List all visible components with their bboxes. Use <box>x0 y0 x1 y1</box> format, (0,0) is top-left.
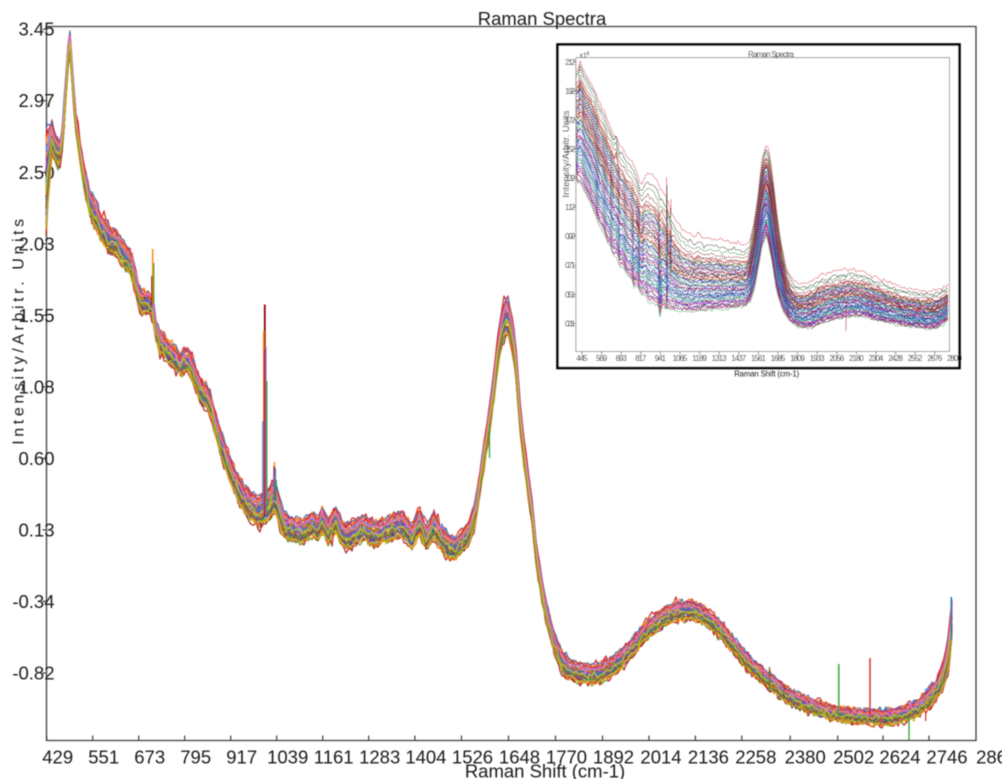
svg-text:2428: 2428 <box>888 354 903 363</box>
svg-text:0.60: 0.60 <box>18 448 54 469</box>
svg-text:2868: 2868 <box>976 747 1002 768</box>
svg-text:817: 817 <box>635 354 646 363</box>
svg-text:1809: 1809 <box>790 354 805 363</box>
svg-text:2056: 2056 <box>829 354 844 363</box>
svg-text:2180: 2180 <box>849 354 864 363</box>
svg-text:2676: 2676 <box>927 354 942 363</box>
svg-text:1189: 1189 <box>692 354 707 363</box>
svg-text:1.32: 1.32 <box>565 174 575 183</box>
svg-text:Raman Shift (cm-1): Raman Shift (cm-1) <box>465 761 625 780</box>
svg-text:0.13: 0.13 <box>18 519 54 540</box>
svg-text:Intensity/Arbitr. Units: Intensity/Arbitr. Units <box>11 215 28 445</box>
svg-text:2.12: 2.12 <box>565 58 575 67</box>
svg-text:1161: 1161 <box>314 747 354 768</box>
svg-text:1.52: 1.52 <box>565 145 575 154</box>
svg-text:2800: 2800 <box>947 354 962 363</box>
svg-text:2.50: 2.50 <box>18 162 54 183</box>
svg-text:1770: 1770 <box>546 747 587 768</box>
svg-text:1437: 1437 <box>731 354 746 363</box>
svg-text:Intensity/Arbitr. Units: Intensity/Arbitr. Units <box>561 110 572 197</box>
svg-text:2.03: 2.03 <box>18 233 54 254</box>
svg-text:2624: 2624 <box>879 747 920 768</box>
svg-text:1.12: 1.12 <box>565 203 575 212</box>
svg-text:1526: 1526 <box>452 747 493 768</box>
svg-text:2.97: 2.97 <box>18 90 54 111</box>
svg-text:1933: 1933 <box>810 354 825 363</box>
svg-text:673: 673 <box>134 747 165 768</box>
svg-text:1.08: 1.08 <box>18 376 54 397</box>
svg-text:2552: 2552 <box>908 354 923 363</box>
svg-text:0.31: 0.31 <box>565 319 575 328</box>
svg-text:1685: 1685 <box>771 354 786 363</box>
svg-text:-0.34: -0.34 <box>12 591 54 612</box>
svg-text:Raman Shift (cm-1): Raman Shift (cm-1) <box>734 370 799 379</box>
svg-text:0.71: 0.71 <box>565 261 575 270</box>
svg-text:x1: x1 <box>580 53 588 60</box>
svg-text:2304: 2304 <box>869 354 884 363</box>
svg-text:1404: 1404 <box>405 747 446 768</box>
svg-text:1313: 1313 <box>712 354 727 363</box>
svg-text:551: 551 <box>88 747 119 768</box>
svg-text:0.92: 0.92 <box>565 232 575 241</box>
svg-text:1039: 1039 <box>267 747 308 768</box>
svg-text:917: 917 <box>226 747 257 768</box>
svg-text:2380: 2380 <box>785 747 826 768</box>
svg-text:1561: 1561 <box>751 354 766 363</box>
svg-text:1.55: 1.55 <box>18 305 54 326</box>
svg-text:1065: 1065 <box>673 354 688 363</box>
svg-text:1.92: 1.92 <box>565 87 575 96</box>
svg-text:1283: 1283 <box>359 747 400 768</box>
svg-text:3.45: 3.45 <box>18 19 54 40</box>
svg-text:-0.82: -0.82 <box>12 663 54 684</box>
svg-text:2258: 2258 <box>735 747 776 768</box>
svg-text:569: 569 <box>596 354 607 363</box>
svg-text:4: 4 <box>586 52 590 58</box>
svg-text:Raman Spectra: Raman Spectra <box>748 50 795 59</box>
svg-text:941: 941 <box>655 354 666 363</box>
svg-text:795: 795 <box>180 747 211 768</box>
svg-text:Raman Spectra: Raman Spectra <box>478 8 607 29</box>
svg-text:0.51: 0.51 <box>565 290 575 299</box>
svg-text:429: 429 <box>42 747 73 768</box>
svg-text:2014: 2014 <box>640 747 681 768</box>
svg-text:445: 445 <box>576 354 588 363</box>
svg-text:1648: 1648 <box>499 747 540 768</box>
svg-text:693: 693 <box>616 354 627 363</box>
svg-text:2136: 2136 <box>688 747 729 768</box>
svg-text:1.72: 1.72 <box>565 116 575 125</box>
svg-text:1892: 1892 <box>593 747 634 768</box>
svg-text:2746: 2746 <box>926 747 967 768</box>
svg-text:2502: 2502 <box>833 747 874 768</box>
